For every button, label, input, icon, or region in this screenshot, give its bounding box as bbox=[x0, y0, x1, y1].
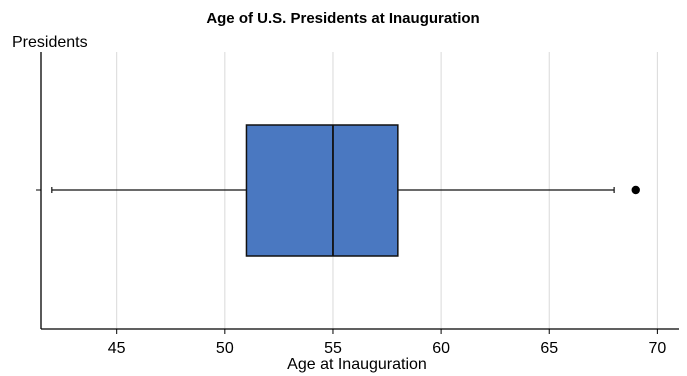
boxplot-series bbox=[51, 124, 640, 257]
boxplot-1 bbox=[51, 124, 640, 257]
x-tick-label-45: 45 bbox=[108, 340, 126, 357]
x-tick-label-50: 50 bbox=[216, 340, 234, 357]
x-tick-label-70: 70 bbox=[648, 340, 666, 357]
axes bbox=[36, 52, 679, 330]
x-tick-label-55: 55 bbox=[324, 340, 342, 357]
x-axis-ticks: 45 50 55 60 65 70 bbox=[108, 329, 666, 357]
x-tick-label-60: 60 bbox=[432, 340, 450, 357]
chart-title: Age of U.S. Presidents at Inauguration bbox=[206, 10, 479, 27]
outlier-point-1 bbox=[631, 185, 640, 195]
x-axis-label: Age at Inauguration bbox=[287, 356, 427, 373]
y-axis-label: Presidents bbox=[12, 34, 88, 51]
interquartile-box bbox=[245, 124, 399, 257]
x-tick-label-65: 65 bbox=[540, 340, 558, 357]
